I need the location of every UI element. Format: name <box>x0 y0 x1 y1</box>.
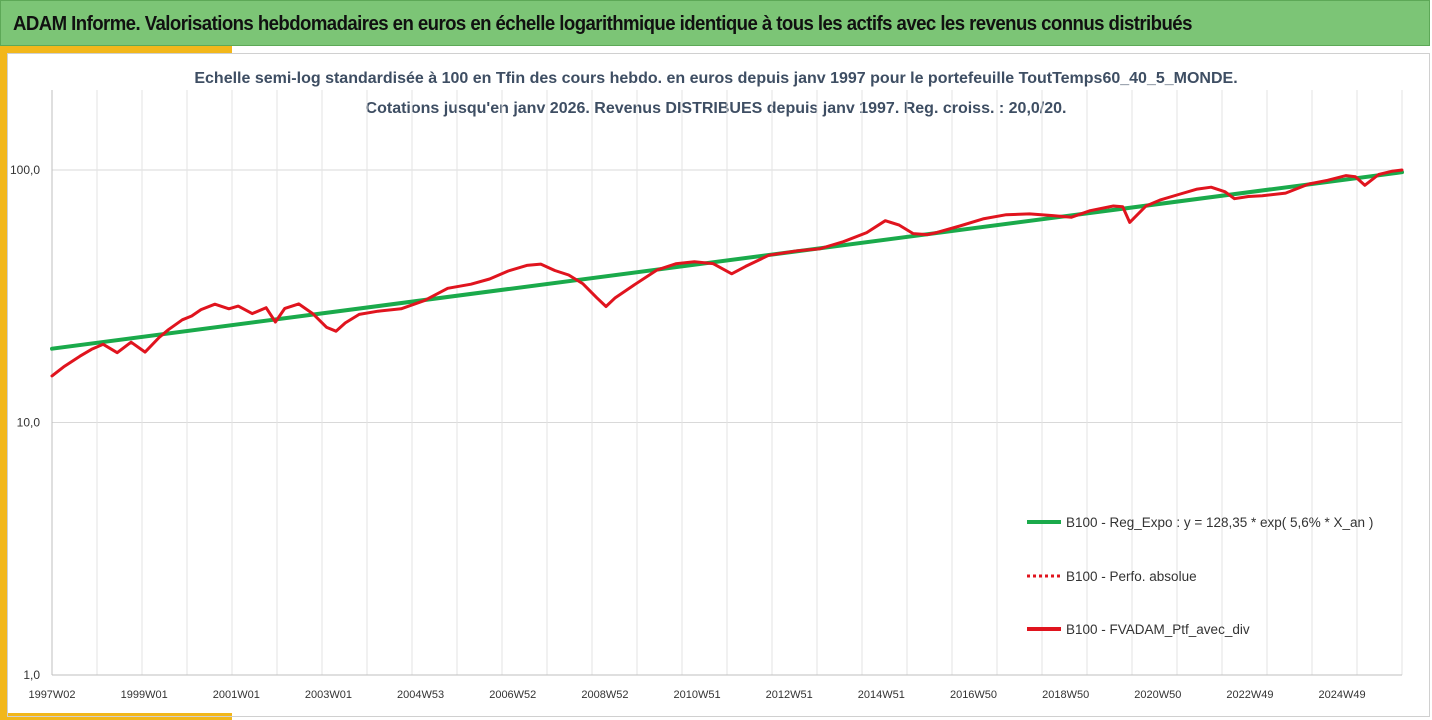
series-layer <box>50 168 1404 378</box>
gridlines <box>52 90 1403 676</box>
y-tick-label: 10,0 <box>17 416 41 430</box>
x-tick-label: 2014W51 <box>858 689 905 701</box>
title-banner: ADAM Informe. Valorisations hebdomadaire… <box>0 0 1430 46</box>
x-tick-label: 2003W01 <box>305 689 352 701</box>
x-tick-label: 2018W50 <box>1042 689 1089 701</box>
x-tick-label: 2016W50 <box>950 689 997 701</box>
x-tick-label: 2024W49 <box>1319 689 1366 701</box>
y-tick-label: 1,0 <box>23 668 40 682</box>
x-tick-label: 2001W01 <box>213 689 260 701</box>
y-tick-label: 100,0 <box>10 163 40 177</box>
portfolio-line <box>50 168 1404 378</box>
accent-bar-left <box>0 46 7 720</box>
x-tick-label: 2010W51 <box>674 689 721 701</box>
legend-label: B100 - Reg_Expo : y = 128,35 * exp( 5,6%… <box>1066 515 1373 530</box>
x-tick-label: 1997W02 <box>28 689 75 701</box>
legend-label: B100 - FVADAM_Ptf_avec_div <box>1066 622 1250 637</box>
axes: 1,0 10,0 100,0 1997W02 1999W01 2001W01 2003W01… <box>10 90 1402 701</box>
x-tick-label: 2012W51 <box>766 689 813 701</box>
x-tick-label: 1999W01 <box>121 689 168 701</box>
banner-title: ADAM Informe. Valorisations hebdomadaire… <box>13 13 1192 35</box>
legend-label: B100 - Perfo. absolue <box>1066 569 1197 584</box>
chart-frame <box>7 53 1430 717</box>
x-tick-label: 2022W49 <box>1226 689 1273 701</box>
chart-title: Echelle semi-log standardisée à 100 en T… <box>194 70 1238 87</box>
legend: B100 - Reg_Expo : y = 128,35 * exp( 5,6%… <box>1027 515 1373 637</box>
x-tick-label: 2004W53 <box>397 689 444 701</box>
x-tick-label: 2006W52 <box>489 689 536 701</box>
accent-bar-top <box>0 46 232 53</box>
x-tick-label: 2008W52 <box>581 689 628 701</box>
x-tick-label: 2020W50 <box>1134 689 1181 701</box>
chart-subtitle: Cotations jusqu'en janv 2026. Revenus DI… <box>365 100 1067 117</box>
